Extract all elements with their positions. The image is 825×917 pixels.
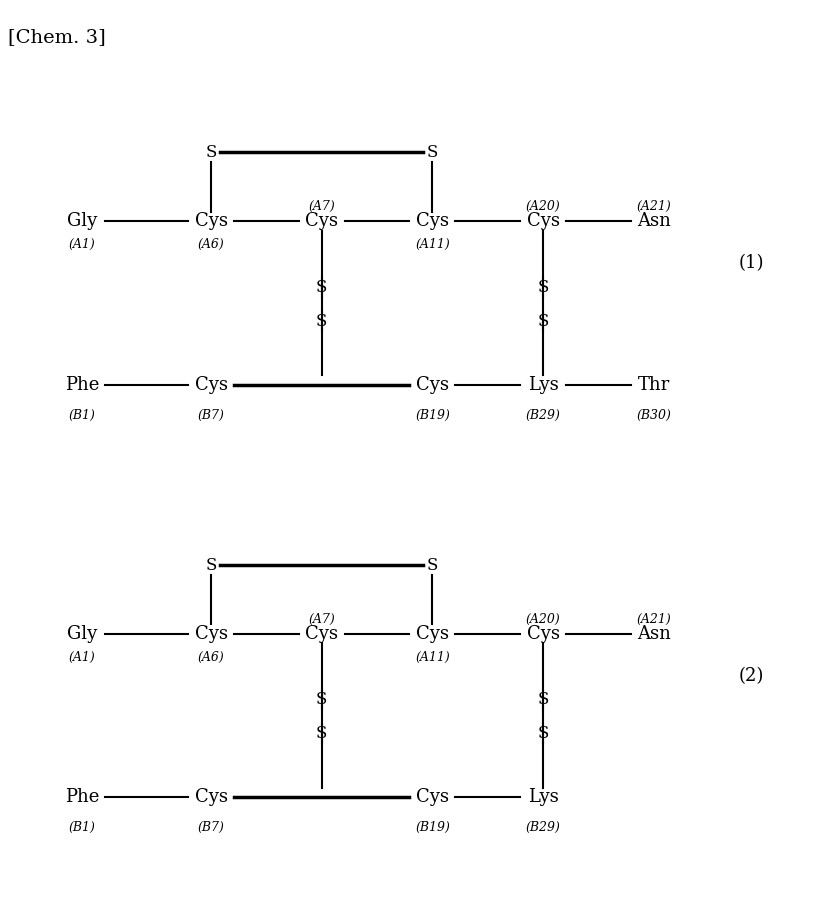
Text: (1): (1) [739, 254, 764, 272]
Text: Asn: Asn [637, 212, 671, 230]
Text: S: S [537, 725, 549, 743]
Text: (A20): (A20) [526, 613, 560, 625]
Text: Thr: Thr [638, 376, 670, 393]
Text: Gly: Gly [67, 212, 97, 230]
Text: S: S [427, 144, 438, 161]
Text: (A7): (A7) [309, 613, 335, 625]
Text: S: S [427, 557, 438, 574]
Text: (B19): (B19) [415, 822, 450, 834]
Text: (B29): (B29) [526, 409, 560, 422]
Text: Cys: Cys [195, 376, 228, 393]
Text: Cys: Cys [195, 789, 228, 806]
Text: Gly: Gly [67, 624, 97, 643]
Text: Cys: Cys [416, 789, 449, 806]
Text: Cys: Cys [416, 376, 449, 393]
Text: Cys: Cys [305, 624, 338, 643]
Text: (A11): (A11) [415, 238, 450, 251]
Text: Lys: Lys [528, 789, 559, 806]
Text: (A7): (A7) [309, 200, 335, 213]
Text: S: S [205, 557, 217, 574]
Text: (B7): (B7) [198, 822, 224, 834]
Text: S: S [537, 691, 549, 708]
Text: S: S [316, 725, 328, 743]
Text: Phe: Phe [65, 376, 99, 393]
Text: (2): (2) [739, 667, 764, 685]
Text: S: S [537, 279, 549, 295]
Text: Cys: Cys [305, 212, 338, 230]
Text: (B19): (B19) [415, 409, 450, 422]
Text: (A6): (A6) [198, 238, 224, 251]
Text: S: S [316, 313, 328, 330]
Text: [Chem. 3]: [Chem. 3] [8, 28, 106, 46]
Text: Cys: Cys [195, 624, 228, 643]
Text: Lys: Lys [528, 376, 559, 393]
Text: (B30): (B30) [636, 409, 671, 422]
Text: S: S [537, 313, 549, 330]
Text: Asn: Asn [637, 624, 671, 643]
Text: S: S [316, 691, 328, 708]
Text: Cys: Cys [195, 212, 228, 230]
Text: (B1): (B1) [68, 409, 96, 422]
Text: (A20): (A20) [526, 200, 560, 213]
Text: Cys: Cys [526, 624, 559, 643]
Text: (B29): (B29) [526, 822, 560, 834]
Text: S: S [316, 279, 328, 295]
Text: (B7): (B7) [198, 409, 224, 422]
Text: Cys: Cys [526, 212, 559, 230]
Text: (A1): (A1) [68, 238, 96, 251]
Text: (A21): (A21) [636, 200, 671, 213]
Text: (A11): (A11) [415, 651, 450, 664]
Text: (B1): (B1) [68, 822, 96, 834]
Text: Cys: Cys [416, 212, 449, 230]
Text: Cys: Cys [416, 624, 449, 643]
Text: (A6): (A6) [198, 651, 224, 664]
Text: (A1): (A1) [68, 651, 96, 664]
Text: S: S [205, 144, 217, 161]
Text: Phe: Phe [65, 789, 99, 806]
Text: (A21): (A21) [636, 613, 671, 625]
